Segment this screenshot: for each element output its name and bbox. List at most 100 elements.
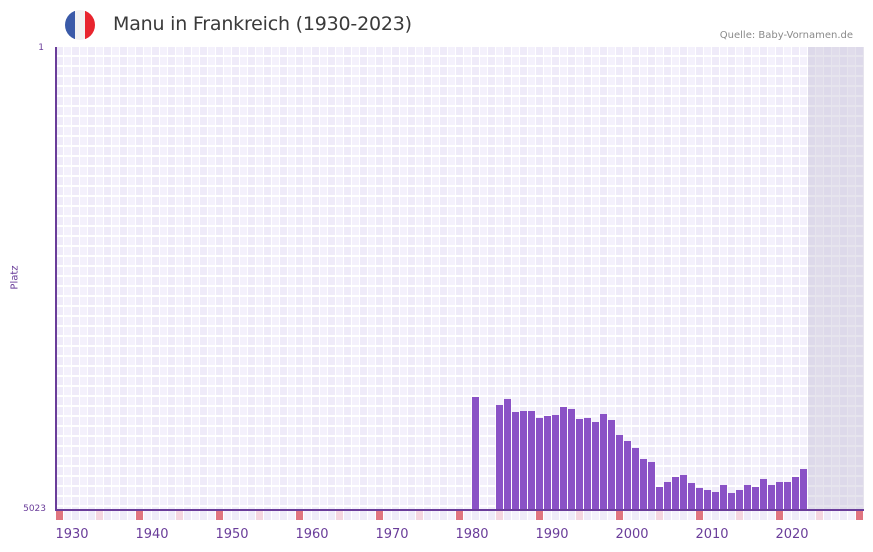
bar-2005[interactable] [656,487,663,510]
bar-2002[interactable] [632,448,639,510]
year-cell [448,511,455,520]
bar-2020[interactable] [776,482,783,510]
grid-separator [487,47,488,510]
grid-separator [711,47,712,510]
grid-separator [439,47,440,510]
bar-1997[interactable] [592,422,599,510]
bar-2022[interactable] [792,477,799,510]
grid-separator [567,47,568,510]
grid-column [304,47,312,510]
grid-column [840,47,848,510]
y-axis-title: Platz [9,265,21,290]
grid-column [496,47,504,510]
grid-column [648,47,656,510]
bar-2001[interactable] [624,441,631,510]
bar-2012[interactable] [712,492,719,510]
grid-separator [343,47,344,510]
grid-column [760,47,768,510]
bar-1990[interactable] [536,418,543,510]
grid-column [784,47,792,510]
grid-column [240,47,248,510]
decade-marker [696,511,703,520]
bar-2021[interactable] [784,482,791,510]
grid-column [216,47,224,510]
bar-2009[interactable] [688,483,695,510]
chart-header: Manu in Frankreich (1930-2023) Quelle: B… [0,0,873,47]
bar-1995[interactable] [576,419,583,510]
bar-2000[interactable] [616,435,623,510]
bar-1999[interactable] [608,420,615,510]
grid-column [480,47,488,510]
bar-2008[interactable] [680,475,687,510]
bar-1992[interactable] [552,415,559,510]
bar-2013[interactable] [720,485,727,510]
grid-column [312,47,320,510]
grid-separator [831,47,832,510]
bar-1985[interactable] [496,405,503,510]
bar-1998[interactable] [600,414,607,510]
year-cell [472,511,479,520]
year-cell [328,511,335,520]
bar-2006[interactable] [664,482,671,510]
grid-column [224,47,232,510]
grid-column [552,47,560,510]
year-cell [360,511,367,520]
year-cell [640,511,647,520]
x-tick-label: 1950 [215,527,249,542]
bar-1989[interactable] [528,411,535,510]
grid-separator [287,47,288,510]
flag-white-stripe [75,10,85,40]
bar-2004[interactable] [648,462,655,510]
year-cell [760,511,767,520]
grid-separator [631,47,632,510]
bar-2023[interactable] [800,469,807,510]
year-cell [104,511,111,520]
bar-2003[interactable] [640,459,647,510]
grid-column [136,47,144,510]
bar-2010[interactable] [696,488,703,510]
grid-separator [175,47,176,510]
grid-column [432,47,440,510]
grid-separator [743,47,744,510]
bar-2019[interactable] [768,485,775,510]
grid-separator [407,47,408,510]
grid-column [592,47,600,510]
year-cell [120,511,127,520]
grid-separator [375,47,376,510]
bar-1991[interactable] [544,416,551,510]
bar-2017[interactable] [752,487,759,510]
bar-1987[interactable] [512,412,519,510]
year-cell [752,511,759,520]
bar-1988[interactable] [520,411,527,510]
bar-1986[interactable] [504,399,511,510]
grid-separator [431,47,432,510]
bar-2014[interactable] [728,493,735,510]
bar-2011[interactable] [704,490,711,510]
grid-separator [319,47,320,510]
grid-column [400,47,408,510]
bar-1993[interactable] [560,407,567,510]
bar-2016[interactable] [744,485,751,510]
year-cell [192,511,199,520]
bar-2018[interactable] [760,479,767,510]
grid-separator [799,47,800,510]
grid-separator [455,47,456,510]
grid-column [672,47,680,510]
bar-1982[interactable] [472,397,479,510]
grid-separator [271,47,272,510]
grid-separator [767,47,768,510]
grid-column [440,47,448,510]
grid-separator [391,47,392,510]
grid-column [856,47,864,510]
bar-2007[interactable] [672,477,679,510]
x-tick-label: 1980 [455,527,489,542]
year-cell [824,511,831,520]
bar-2015[interactable] [736,490,743,510]
grid-column [512,47,520,510]
decade-marker [616,511,623,520]
grid-column [176,47,184,510]
bar-1996[interactable] [584,418,591,510]
grid-column [248,47,256,510]
bar-1994[interactable] [568,409,575,510]
grid-column [64,47,72,510]
